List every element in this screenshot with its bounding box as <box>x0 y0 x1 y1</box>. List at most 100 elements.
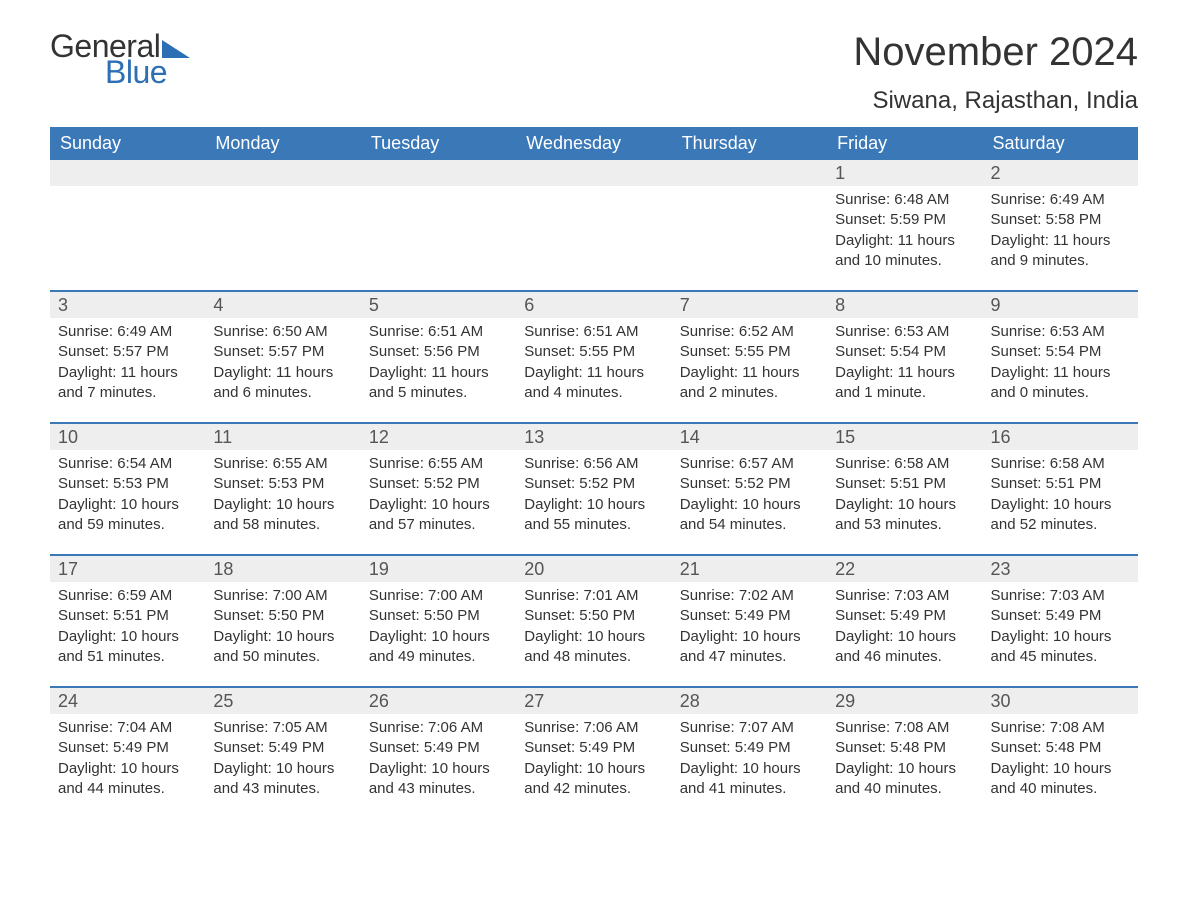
daylight-text: Daylight: 10 hours and 44 minutes. <box>58 759 197 800</box>
daylight-text: Daylight: 10 hours and 53 minutes. <box>835 495 974 536</box>
empty-cell <box>50 160 205 290</box>
sunset-text: Sunset: 5:49 PM <box>680 606 819 626</box>
sunrise-text: Sunrise: 7:00 AM <box>213 586 352 606</box>
sunrise-text: Sunrise: 6:52 AM <box>680 322 819 342</box>
day-cell-1: 1Sunrise: 6:48 AMSunset: 5:59 PMDaylight… <box>827 160 982 290</box>
day-details: Sunrise: 7:00 AMSunset: 5:50 PMDaylight:… <box>205 582 360 675</box>
day-number: 13 <box>516 424 671 450</box>
daylight-text: Daylight: 10 hours and 54 minutes. <box>680 495 819 536</box>
day-cell-23: 23Sunrise: 7:03 AMSunset: 5:49 PMDayligh… <box>983 556 1138 686</box>
daylight-text: Daylight: 10 hours and 59 minutes. <box>58 495 197 536</box>
daylight-text: Daylight: 10 hours and 43 minutes. <box>369 759 508 800</box>
sunrise-text: Sunrise: 6:51 AM <box>369 322 508 342</box>
sunrise-text: Sunrise: 6:51 AM <box>524 322 663 342</box>
day-number: 26 <box>361 688 516 714</box>
sunrise-text: Sunrise: 7:07 AM <box>680 718 819 738</box>
sunrise-text: Sunrise: 6:56 AM <box>524 454 663 474</box>
sunrise-text: Sunrise: 6:48 AM <box>835 190 974 210</box>
sunset-text: Sunset: 5:52 PM <box>369 474 508 494</box>
day-number: 11 <box>205 424 360 450</box>
day-cell-28: 28Sunrise: 7:07 AMSunset: 5:49 PMDayligh… <box>672 688 827 818</box>
day-header-sunday: Sunday <box>50 127 205 160</box>
day-details: Sunrise: 7:00 AMSunset: 5:50 PMDaylight:… <box>361 582 516 675</box>
day-cell-11: 11Sunrise: 6:55 AMSunset: 5:53 PMDayligh… <box>205 424 360 554</box>
daylight-text: Daylight: 11 hours and 4 minutes. <box>524 363 663 404</box>
day-number: 5 <box>361 292 516 318</box>
day-number: 28 <box>672 688 827 714</box>
day-number: 18 <box>205 556 360 582</box>
sunrise-text: Sunrise: 7:04 AM <box>58 718 197 738</box>
day-cell-12: 12Sunrise: 6:55 AMSunset: 5:52 PMDayligh… <box>361 424 516 554</box>
day-cell-16: 16Sunrise: 6:58 AMSunset: 5:51 PMDayligh… <box>983 424 1138 554</box>
day-cell-3: 3Sunrise: 6:49 AMSunset: 5:57 PMDaylight… <box>50 292 205 422</box>
sunrise-text: Sunrise: 7:08 AM <box>991 718 1130 738</box>
day-cell-14: 14Sunrise: 6:57 AMSunset: 5:52 PMDayligh… <box>672 424 827 554</box>
day-details: Sunrise: 6:57 AMSunset: 5:52 PMDaylight:… <box>672 450 827 543</box>
day-header-friday: Friday <box>827 127 982 160</box>
daylight-text: Daylight: 11 hours and 6 minutes. <box>213 363 352 404</box>
sunset-text: Sunset: 5:49 PM <box>680 738 819 758</box>
daylight-text: Daylight: 10 hours and 57 minutes. <box>369 495 508 536</box>
day-cell-24: 24Sunrise: 7:04 AMSunset: 5:49 PMDayligh… <box>50 688 205 818</box>
day-details: Sunrise: 6:53 AMSunset: 5:54 PMDaylight:… <box>983 318 1138 411</box>
day-number: 24 <box>50 688 205 714</box>
day-number <box>361 160 516 186</box>
day-cell-20: 20Sunrise: 7:01 AMSunset: 5:50 PMDayligh… <box>516 556 671 686</box>
day-details: Sunrise: 6:50 AMSunset: 5:57 PMDaylight:… <box>205 318 360 411</box>
day-details: Sunrise: 7:01 AMSunset: 5:50 PMDaylight:… <box>516 582 671 675</box>
week-row: 10Sunrise: 6:54 AMSunset: 5:53 PMDayligh… <box>50 422 1138 554</box>
day-cell-19: 19Sunrise: 7:00 AMSunset: 5:50 PMDayligh… <box>361 556 516 686</box>
day-cell-18: 18Sunrise: 7:00 AMSunset: 5:50 PMDayligh… <box>205 556 360 686</box>
sunset-text: Sunset: 5:58 PM <box>991 210 1130 230</box>
day-number: 27 <box>516 688 671 714</box>
empty-cell <box>205 160 360 290</box>
sunset-text: Sunset: 5:57 PM <box>58 342 197 362</box>
day-number <box>516 160 671 186</box>
sunrise-text: Sunrise: 6:49 AM <box>58 322 197 342</box>
sunset-text: Sunset: 5:56 PM <box>369 342 508 362</box>
day-number: 16 <box>983 424 1138 450</box>
sunrise-text: Sunrise: 7:01 AM <box>524 586 663 606</box>
day-details: Sunrise: 6:52 AMSunset: 5:55 PMDaylight:… <box>672 318 827 411</box>
day-cell-17: 17Sunrise: 6:59 AMSunset: 5:51 PMDayligh… <box>50 556 205 686</box>
day-number: 12 <box>361 424 516 450</box>
sunrise-text: Sunrise: 6:59 AM <box>58 586 197 606</box>
day-number: 20 <box>516 556 671 582</box>
day-details: Sunrise: 7:03 AMSunset: 5:49 PMDaylight:… <box>983 582 1138 675</box>
day-cell-8: 8Sunrise: 6:53 AMSunset: 5:54 PMDaylight… <box>827 292 982 422</box>
day-number: 19 <box>361 556 516 582</box>
daylight-text: Daylight: 11 hours and 0 minutes. <box>991 363 1130 404</box>
empty-cell <box>516 160 671 290</box>
daylight-text: Daylight: 10 hours and 46 minutes. <box>835 627 974 668</box>
day-number <box>50 160 205 186</box>
daylight-text: Daylight: 10 hours and 42 minutes. <box>524 759 663 800</box>
day-details: Sunrise: 6:55 AMSunset: 5:52 PMDaylight:… <box>361 450 516 543</box>
day-cell-15: 15Sunrise: 6:58 AMSunset: 5:51 PMDayligh… <box>827 424 982 554</box>
sunset-text: Sunset: 5:52 PM <box>680 474 819 494</box>
sunset-text: Sunset: 5:59 PM <box>835 210 974 230</box>
sunset-text: Sunset: 5:51 PM <box>835 474 974 494</box>
sunset-text: Sunset: 5:49 PM <box>213 738 352 758</box>
sunrise-text: Sunrise: 7:00 AM <box>369 586 508 606</box>
day-cell-27: 27Sunrise: 7:06 AMSunset: 5:49 PMDayligh… <box>516 688 671 818</box>
sunrise-text: Sunrise: 6:55 AM <box>369 454 508 474</box>
day-number: 2 <box>983 160 1138 186</box>
day-number: 25 <box>205 688 360 714</box>
day-cell-29: 29Sunrise: 7:08 AMSunset: 5:48 PMDayligh… <box>827 688 982 818</box>
day-cell-10: 10Sunrise: 6:54 AMSunset: 5:53 PMDayligh… <box>50 424 205 554</box>
day-details: Sunrise: 6:58 AMSunset: 5:51 PMDaylight:… <box>983 450 1138 543</box>
week-row: 1Sunrise: 6:48 AMSunset: 5:59 PMDaylight… <box>50 160 1138 290</box>
sunset-text: Sunset: 5:55 PM <box>524 342 663 362</box>
day-number: 10 <box>50 424 205 450</box>
day-cell-4: 4Sunrise: 6:50 AMSunset: 5:57 PMDaylight… <box>205 292 360 422</box>
day-number: 14 <box>672 424 827 450</box>
day-cell-13: 13Sunrise: 6:56 AMSunset: 5:52 PMDayligh… <box>516 424 671 554</box>
sunset-text: Sunset: 5:53 PM <box>213 474 352 494</box>
day-cell-7: 7Sunrise: 6:52 AMSunset: 5:55 PMDaylight… <box>672 292 827 422</box>
day-details: Sunrise: 7:04 AMSunset: 5:49 PMDaylight:… <box>50 714 205 807</box>
day-header-thursday: Thursday <box>672 127 827 160</box>
day-cell-21: 21Sunrise: 7:02 AMSunset: 5:49 PMDayligh… <box>672 556 827 686</box>
sunrise-text: Sunrise: 7:06 AM <box>369 718 508 738</box>
day-details: Sunrise: 7:03 AMSunset: 5:49 PMDaylight:… <box>827 582 982 675</box>
sunset-text: Sunset: 5:57 PM <box>213 342 352 362</box>
